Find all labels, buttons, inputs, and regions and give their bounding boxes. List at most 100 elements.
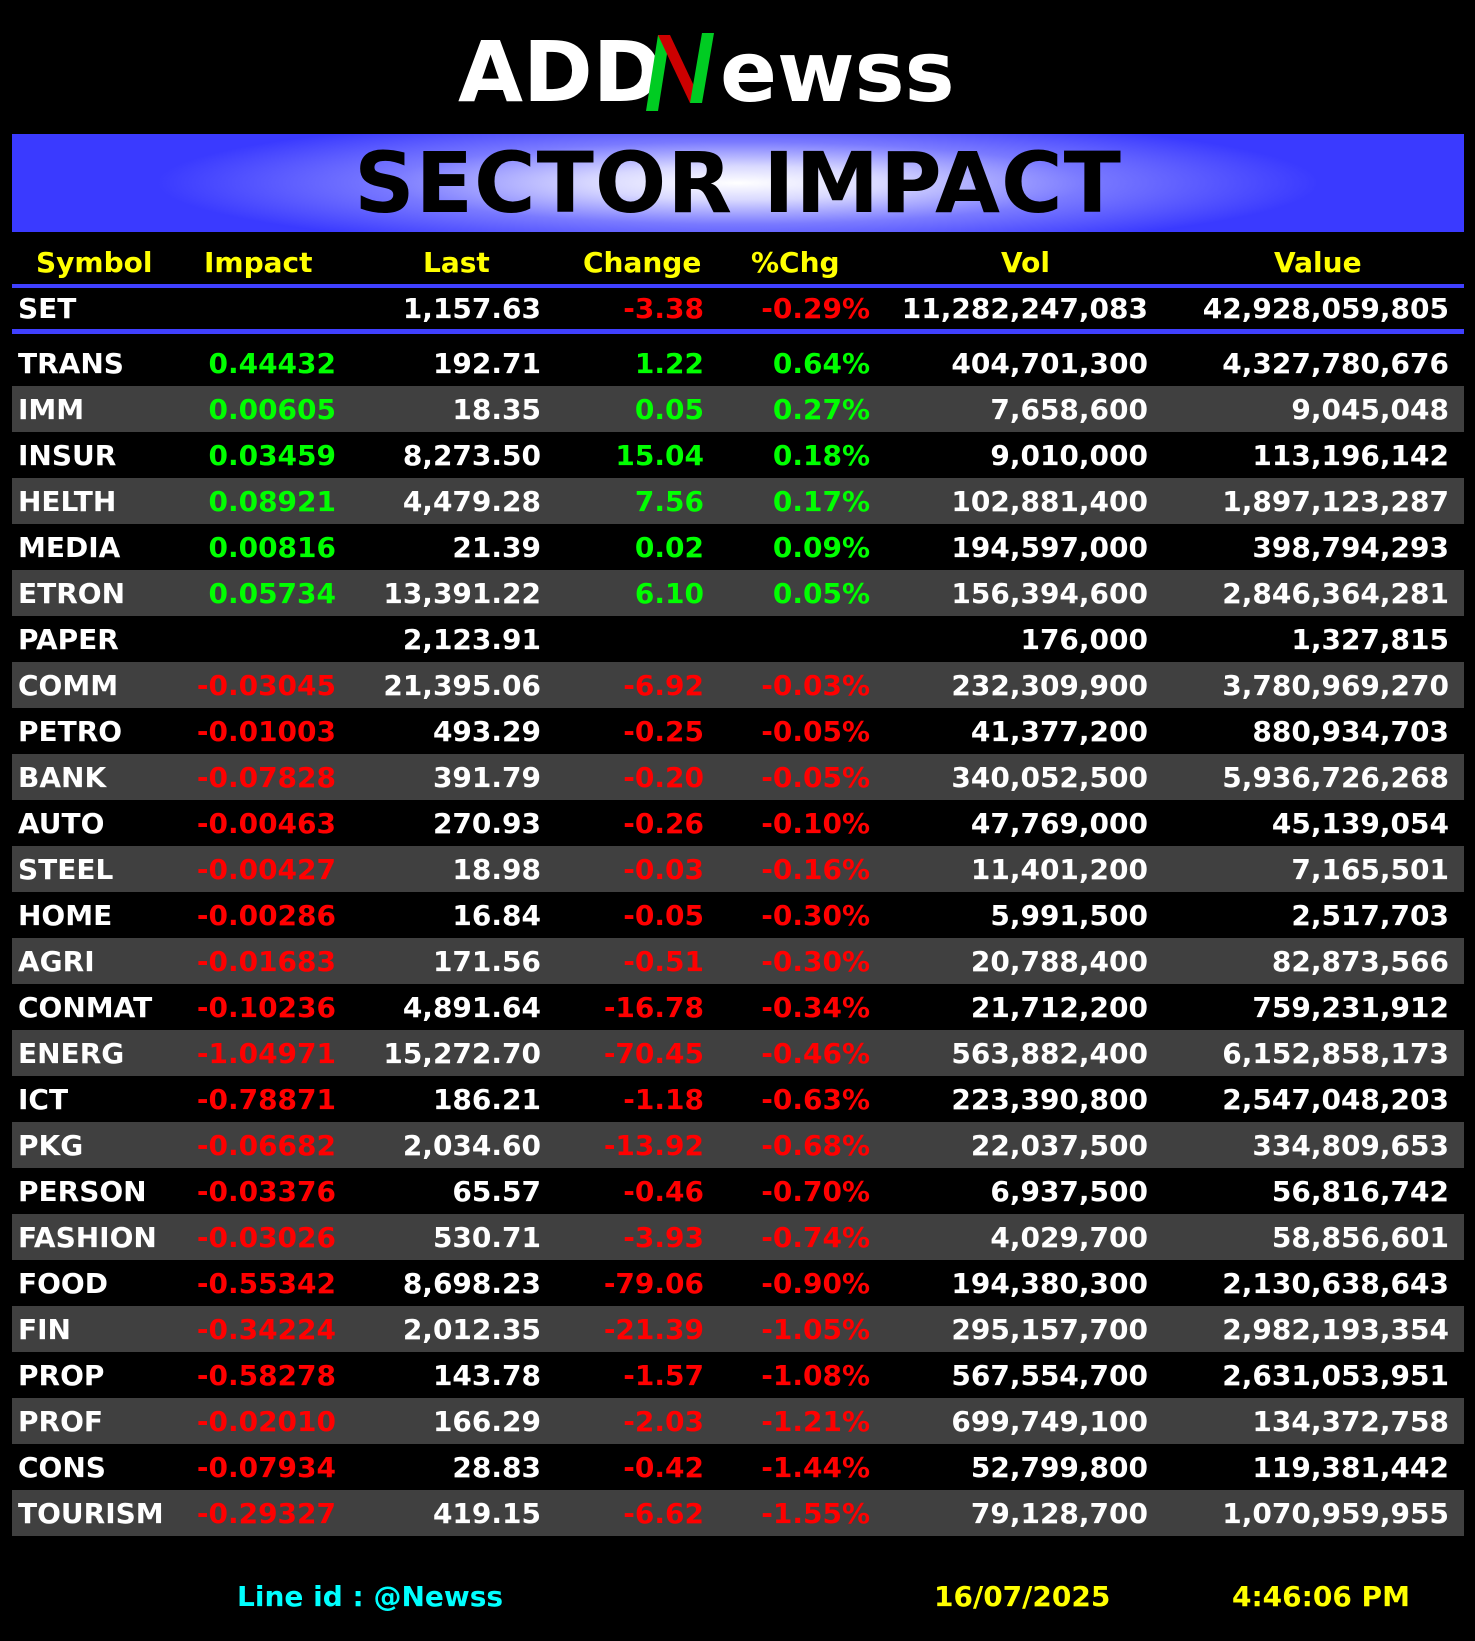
impact-cell: -0.01683 — [196, 944, 336, 978]
last-cell: 2,034.60 — [402, 1128, 541, 1162]
last-cell: 391.79 — [432, 760, 541, 794]
last-cell: 16.84 — [452, 898, 541, 932]
pct-change-cell: -1.55% — [761, 1496, 870, 1530]
last-cell: 18.98 — [452, 852, 541, 886]
last-cell: 2,123.91 — [402, 622, 541, 656]
last-cell: 270.93 — [432, 806, 541, 840]
impact-cell: -0.78871 — [196, 1082, 336, 1116]
change-cell: -2.03 — [623, 1404, 704, 1438]
table-row: AGRI -0.01683 171.56 -0.51 -0.30% 20,788,400 8… — [12, 938, 1464, 984]
table-row: FIN -0.34224 2,012.35 -21.39 -1.05% 295,157,7… — [12, 1306, 1464, 1352]
change-cell: -1.18 — [623, 1082, 704, 1116]
table-row: IMM 0.00605 18.35 0.05 0.27% 7,658,600 9,045,0… — [12, 386, 1464, 432]
change-cell: -0.26 — [623, 806, 704, 840]
volume-cell: 102,881,400 — [951, 484, 1148, 518]
impact-cell: 0.03459 — [208, 438, 336, 472]
pct-change-cell: -0.16% — [761, 852, 870, 886]
volume-cell: 699,749,100 — [951, 1404, 1148, 1438]
change-cell: -0.20 — [623, 760, 704, 794]
symbol-cell: PROP — [18, 1358, 105, 1392]
value-cell: 134,372,758 — [1252, 1404, 1449, 1438]
table-row: ETRON 0.05734 13,391.22 6.10 0.05% 156,394,60… — [12, 570, 1464, 616]
table-row: PAPER 2,123.91 176,000 1,327,815 — [12, 616, 1464, 662]
volume-cell: 223,390,800 — [951, 1082, 1148, 1116]
value-cell: 58,856,601 — [1271, 1220, 1449, 1254]
last-cell: 530.71 — [432, 1220, 541, 1254]
pct-change-cell: -1.21% — [761, 1404, 870, 1438]
volume-cell: 4,029,700 — [990, 1220, 1148, 1254]
table-row: PROF -0.02010 166.29 -2.03 -1.21% 699,749,100… — [12, 1398, 1464, 1444]
symbol-cell: IMM — [18, 392, 85, 426]
last-cell: 15,272.70 — [383, 1036, 541, 1070]
sector-rows: TRANS 0.44432 192.71 1.22 0.64% 404,701,300 4,… — [12, 340, 1464, 1536]
last-cell: 493.29 — [432, 714, 541, 748]
volume-cell: 563,882,400 — [951, 1036, 1148, 1070]
last-cell: 4,891.64 — [402, 990, 541, 1024]
value-cell: 2,517,703 — [1291, 898, 1449, 932]
value-cell: 4,327,780,676 — [1222, 346, 1449, 380]
value-cell: 45,139,054 — [1271, 806, 1449, 840]
symbol-cell: STEEL — [18, 852, 114, 886]
symbol-cell: PETRO — [18, 714, 123, 748]
impact-cell: -0.00427 — [196, 852, 336, 886]
symbol-cell: SET — [18, 292, 77, 325]
table-row: TRANS 0.44432 192.71 1.22 0.64% 404,701,300 4,… — [12, 340, 1464, 386]
pct-change-cell: -0.05% — [761, 760, 870, 794]
volume-cell: 11,282,247,083 — [901, 292, 1148, 325]
volume-cell: 295,157,700 — [951, 1312, 1148, 1346]
last-cell: 4,479.28 — [402, 484, 541, 518]
impact-cell: -0.00463 — [196, 806, 336, 840]
addnewss-logo-icon: ADD ewss — [458, 23, 955, 121]
last-cell: 65.57 — [452, 1174, 541, 1208]
pct-change-cell: 0.27% — [772, 392, 870, 426]
symbol-cell: MEDIA — [18, 530, 121, 564]
impact-cell: -0.07934 — [196, 1450, 336, 1484]
pct-change-cell: -0.29% — [761, 292, 870, 325]
volume-cell: 11,401,200 — [970, 852, 1148, 886]
value-cell: 9,045,048 — [1291, 392, 1449, 426]
sector-table: Symbol Impact Last Change %Chg Vol Value… — [12, 240, 1464, 1536]
value-cell: 7,165,501 — [1291, 852, 1449, 886]
table-row: FASHION -0.03026 530.71 -3.93 -0.74% 4,029,70… — [12, 1214, 1464, 1260]
change-cell: -0.51 — [623, 944, 704, 978]
pct-change-cell: -0.70% — [761, 1174, 870, 1208]
col-header-value: Value — [1274, 245, 1362, 279]
volume-cell: 156,394,600 — [951, 576, 1148, 610]
volume-cell: 194,597,000 — [951, 530, 1148, 564]
pct-change-cell: -0.03% — [761, 668, 870, 702]
table-row: AUTO -0.00463 270.93 -0.26 -0.10% 47,769,000 4… — [12, 800, 1464, 846]
value-cell: 1,070,959,955 — [1222, 1496, 1449, 1530]
change-cell: -0.25 — [623, 714, 704, 748]
table-row: CONMAT -0.10236 4,891.64 -16.78 -0.34% 21,712… — [12, 984, 1464, 1030]
symbol-cell: PERSON — [18, 1174, 147, 1208]
last-cell: 419.15 — [432, 1496, 541, 1530]
value-cell: 2,130,638,643 — [1222, 1266, 1449, 1300]
symbol-cell: COMM — [18, 668, 119, 702]
col-header-volume: Vol — [1001, 245, 1050, 279]
value-cell: 2,631,053,951 — [1222, 1358, 1449, 1392]
table-row: STEEL -0.00427 18.98 -0.03 -0.16% 11,401,200 7… — [12, 846, 1464, 892]
change-cell: -16.78 — [603, 990, 704, 1024]
pct-change-cell: 0.09% — [772, 530, 870, 564]
impact-cell: -0.06682 — [196, 1128, 336, 1162]
pct-change-cell: -0.34% — [761, 990, 870, 1024]
pct-change-cell: -0.68% — [761, 1128, 870, 1162]
symbol-cell: ICT — [18, 1082, 69, 1116]
table-row: PETRO -0.01003 493.29 -0.25 -0.05% 41,377,200… — [12, 708, 1464, 754]
pct-change-cell: -1.44% — [761, 1450, 870, 1484]
impact-cell: -0.01003 — [196, 714, 336, 748]
value-cell: 1,327,815 — [1291, 622, 1449, 656]
volume-cell: 404,701,300 — [951, 346, 1148, 380]
change-cell: -79.06 — [603, 1266, 704, 1300]
last-cell: 18.35 — [452, 392, 541, 426]
volume-cell: 176,000 — [1020, 622, 1148, 656]
value-cell: 42,928,059,805 — [1202, 292, 1449, 325]
symbol-cell: ETRON — [18, 576, 126, 610]
value-cell: 82,873,566 — [1271, 944, 1449, 978]
footer: Line id : @Newss 16/07/2025 4:46:06 PM — [0, 1580, 1475, 1620]
pct-change-cell: 0.64% — [772, 346, 870, 380]
last-cell: 186.21 — [432, 1082, 541, 1116]
change-cell: -13.92 — [603, 1128, 704, 1162]
table-row: INSUR 0.03459 8,273.50 15.04 0.18% 9,010,000 1… — [12, 432, 1464, 478]
impact-cell: -0.03045 — [196, 668, 336, 702]
